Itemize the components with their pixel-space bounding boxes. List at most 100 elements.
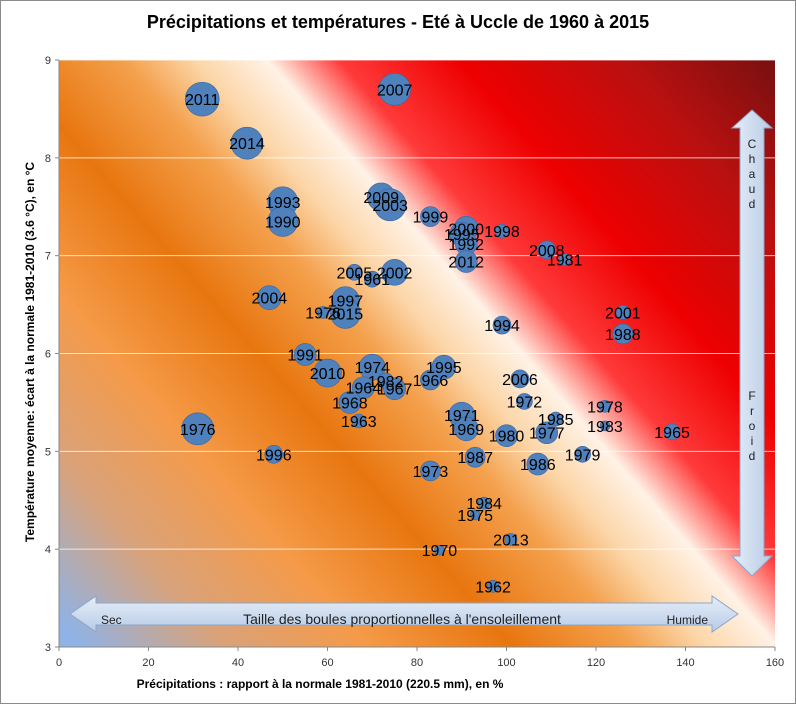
bubble <box>316 306 330 319</box>
bubble-label: 1973 <box>413 464 449 481</box>
bubble-label: 1962 <box>475 579 511 596</box>
y-axis-label: Température moyenne: écart à la normale … <box>23 162 37 543</box>
bubble <box>293 343 317 366</box>
bubble <box>358 353 386 381</box>
bubble <box>504 533 518 546</box>
bubble-label: 1963 <box>341 414 377 431</box>
bubble-label: 1976 <box>180 422 216 439</box>
bubble-label: 2011 <box>185 92 220 109</box>
bubble-label: 1985 <box>538 412 574 429</box>
bubble-label: 2000 <box>448 221 484 238</box>
bubble-label: 2012 <box>448 255 484 272</box>
bubble-label: 1999 <box>413 210 449 227</box>
bubble-label: 1967 <box>377 382 413 399</box>
bubble-label: 2006 <box>502 372 538 389</box>
bubble <box>420 460 441 482</box>
y-tick-label: 5 <box>45 446 51 458</box>
bubble-label: 2005 <box>337 265 373 282</box>
bubble-size-note: Taille des boules proportionnelles à l'e… <box>243 611 561 627</box>
hot-cold-arrow <box>730 109 774 577</box>
bubble <box>373 188 407 222</box>
cold-label-letter: r <box>750 404 754 418</box>
bubble <box>184 81 220 117</box>
bubble-label: 2008 <box>529 243 565 260</box>
bubble-label: 1987 <box>457 450 493 467</box>
bubble-label: 1994 <box>484 318 520 335</box>
bubble-label: 1988 <box>605 327 641 344</box>
bubble <box>537 240 557 260</box>
x-tick-label: 20 <box>142 657 154 669</box>
bubble-label: 1981 <box>547 253 583 270</box>
bubble <box>230 126 264 160</box>
bubble <box>346 263 363 281</box>
bubble <box>516 393 533 410</box>
hot-label-letter: d <box>749 197 756 211</box>
bubble <box>558 253 571 266</box>
bubble <box>453 416 479 442</box>
bubble-label: 1971 <box>444 408 480 425</box>
bubble-label: 1991 <box>287 347 323 364</box>
y-axis-ticks: 3 4 5 6 7 8 9 <box>45 55 59 654</box>
bubble <box>486 580 500 593</box>
hot-label-letter: u <box>749 182 756 196</box>
y-tick-label: 9 <box>45 55 51 67</box>
x-tick-label: 120 <box>587 657 605 669</box>
x-tick-label: 100 <box>497 657 515 669</box>
gridlines <box>59 59 775 550</box>
x-tick-label: 0 <box>56 657 62 669</box>
humid-label: Humide <box>667 613 709 627</box>
bubble-label: 2013 <box>493 532 529 549</box>
bubble <box>383 377 406 401</box>
y-tick-label: 4 <box>45 544 51 556</box>
bubble <box>599 420 611 432</box>
bubble <box>535 421 559 445</box>
bubble <box>351 413 367 429</box>
bubble-label: 2007 <box>377 82 413 99</box>
chart-title: Précipitations et températures - Eté à U… <box>147 12 649 32</box>
hot-label-letter: h <box>749 152 756 166</box>
bubble-label: 2010 <box>310 366 346 383</box>
y-tick-label: 6 <box>45 349 51 361</box>
cold-label-letter: F <box>748 389 755 403</box>
bubble <box>420 369 441 391</box>
bubble <box>598 400 612 413</box>
bubble <box>494 223 510 239</box>
y-tick-label: 3 <box>45 642 51 654</box>
bubble <box>495 424 518 447</box>
bubble <box>510 369 530 389</box>
x-axis-ticks: 0 20 40 60 80 100 120 140 160 <box>56 647 784 669</box>
bubble-label: 2014 <box>229 136 265 153</box>
bubble <box>663 423 681 441</box>
bubble <box>420 206 441 227</box>
cold-label-letter: i <box>751 434 754 448</box>
bubble <box>330 298 361 329</box>
bubble <box>477 496 491 510</box>
bubble <box>363 270 381 288</box>
bubble-label: 2004 <box>252 291 288 308</box>
bubble-labels: 2011200720141993199020092003199920001995… <box>180 82 690 596</box>
bubble-label: 1969 <box>448 422 484 439</box>
bubble-label: 1990 <box>265 214 301 231</box>
bubble-label: 1979 <box>565 447 601 464</box>
bubble-label: 2002 <box>377 265 413 282</box>
bubble-label: 1968 <box>332 395 368 412</box>
cold-label-letter: d <box>749 449 756 463</box>
bubble-label: 1986 <box>520 457 556 474</box>
bubble-label: 1961 <box>354 272 390 289</box>
bubble-label: 1993 <box>265 195 301 212</box>
bubble <box>378 73 411 106</box>
x-tick-label: 140 <box>676 657 694 669</box>
bubble <box>574 445 591 463</box>
cold-label-letter: o <box>749 419 756 433</box>
bubble <box>267 206 299 237</box>
bubble-label: 1983 <box>587 419 623 436</box>
bubble-label: 1997 <box>328 294 364 311</box>
bubble <box>351 376 375 400</box>
bubble <box>615 305 631 320</box>
bubble-label: 1975 <box>457 508 493 525</box>
bubble-label: 1980 <box>489 429 525 446</box>
y-tick-label: 8 <box>45 153 51 165</box>
